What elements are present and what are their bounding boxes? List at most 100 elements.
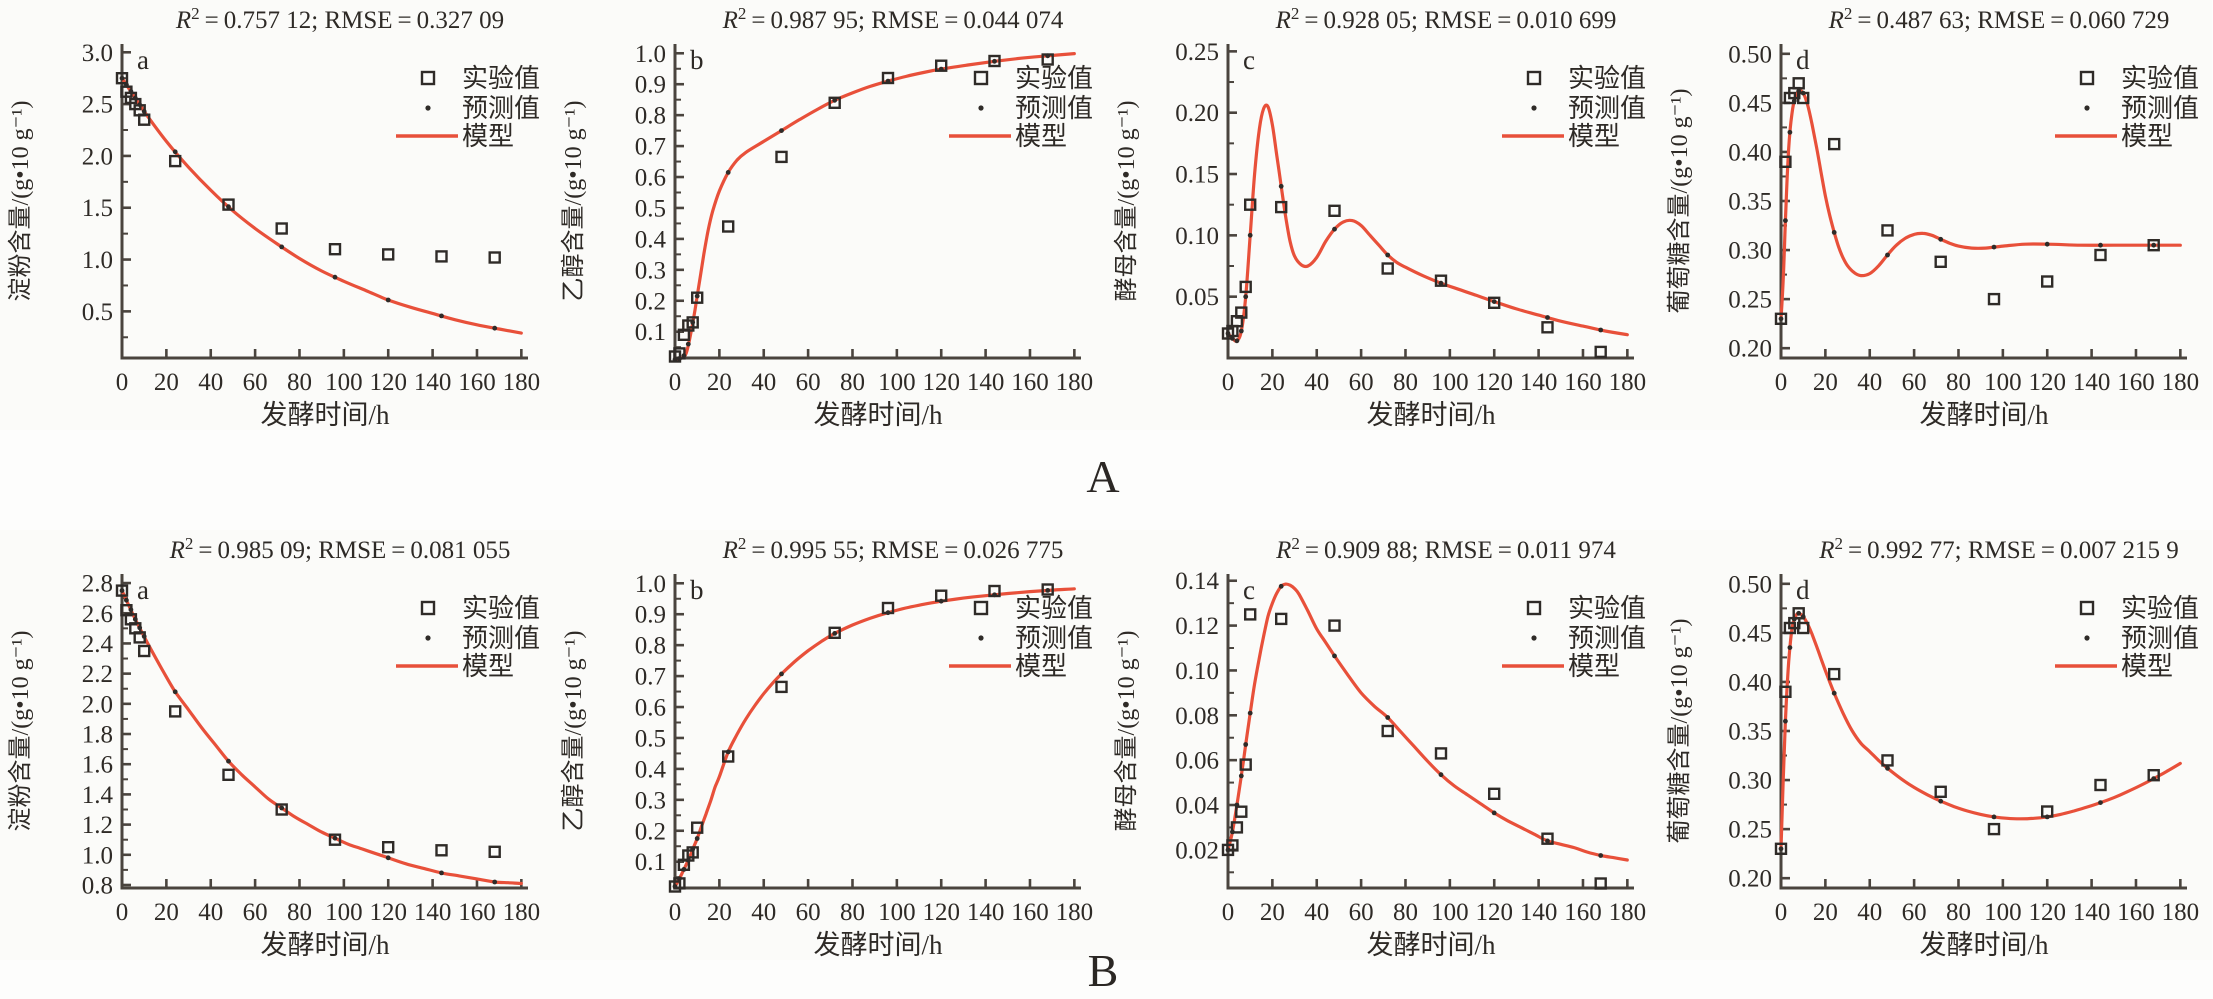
x-tick-label: 60 [243, 899, 268, 926]
y-tick-label: 0.35 [1728, 719, 1772, 746]
x-tick-label: 140 [414, 899, 452, 926]
experimental-point [275, 803, 288, 816]
x-tick-label: 100 [325, 369, 363, 396]
experimental-point [1774, 312, 1788, 325]
experimental-point [1987, 822, 2001, 836]
legend-model-label: 模型 [2121, 652, 2173, 681]
predicted-point [1247, 232, 1253, 238]
y-tick-label: 0.05 [1175, 284, 1219, 311]
x-tick-label: 80 [840, 899, 865, 926]
x-tick-label: 20 [154, 899, 179, 926]
y-axis-title: 酵母含量/(g•10 g⁻¹) [1113, 631, 1140, 832]
predicted-point [385, 855, 391, 861]
chart-B-a: 0.8 1.0 1.2 1.4 1.6 1.8 2.0 2.2 2.4 2.6 2.8 0 20 40 60… [0, 530, 553, 960]
row-label-B: B [1087, 945, 1119, 996]
y-tick-label: 0.20 [1175, 100, 1219, 127]
experimental-point [673, 877, 686, 890]
x-tick-label: 20 [154, 369, 179, 396]
y-tick-label: 0.45 [1728, 90, 1772, 117]
x-tick-label: 100 [325, 899, 363, 926]
experimental-point [2147, 768, 2160, 782]
panel-letter: c [1243, 575, 1255, 605]
predicted-point [1991, 814, 1997, 820]
x-tick-label: 160 [458, 899, 496, 926]
y-axis-title: 淀粉含量/(g•10 g⁻¹) [7, 631, 34, 832]
y-tick-label: 0.30 [1728, 768, 1772, 795]
y-tick-label: 1.6 [82, 752, 113, 779]
y-tick-label: 0.25 [1728, 817, 1772, 844]
predicted-point [1787, 129, 1793, 135]
experimental-point [1881, 224, 1894, 237]
predicted-point [1885, 252, 1890, 258]
chart-B-c: 0.02 0.04 0.06 0.08 0.10 0.12 0.14 0 20 40 60 80 100… [1106, 530, 1659, 960]
x-tick-label: 20 [1260, 899, 1285, 926]
experimental-point [275, 222, 288, 235]
experimental-point [488, 845, 501, 858]
legend-exp-square-icon [1526, 600, 1542, 616]
experimental-point [690, 291, 704, 304]
y-tick-label: 0.10 [1175, 658, 1219, 685]
predicted-point [172, 689, 178, 695]
x-tick-label: 0 [669, 369, 682, 396]
predicted-point [1278, 583, 1284, 589]
x-tick-label: 100 [1984, 369, 2022, 396]
legend-pred-dot-icon [425, 105, 431, 111]
x-tick-label: 0 [116, 899, 129, 926]
x-tick-label: 60 [1902, 899, 1927, 926]
x-tick-label: 160 [458, 369, 496, 396]
fit-statistics: R2 = 0.985 09; RMSE = 0.081 055 [169, 534, 511, 564]
x-tick-label: 100 [1984, 899, 2022, 926]
x-tick-label: 100 [1431, 369, 1469, 396]
fit-statistics: R2 = 0.928 05; RMSE = 0.010 699 [1275, 4, 1617, 34]
experimental-point [1774, 842, 1788, 855]
y-tick-label: 2.0 [82, 691, 113, 718]
y-tick-label: 0.14 [1175, 568, 1219, 595]
x-tick-label: 60 [796, 369, 821, 396]
legend-exp-square-icon [2079, 600, 2095, 616]
experimental-point [1792, 607, 1805, 620]
experimental-point [2147, 238, 2160, 252]
y-tick-label: 0.9 [635, 602, 666, 629]
y-axis-title: 乙醇含量/(g•10 g⁻¹) [560, 631, 587, 832]
experimental-point [1488, 296, 1501, 309]
experimental-point [775, 150, 788, 164]
legend-model-label: 模型 [1568, 652, 1620, 681]
predicted-point [779, 128, 784, 134]
x-tick-label: 60 [1902, 369, 1927, 396]
y-tick-label: 0.25 [1175, 39, 1219, 66]
legend-pred-dot-icon [1531, 105, 1537, 111]
experimental-point [2041, 275, 2054, 288]
legend-pred-label: 预测值 [1568, 624, 1646, 653]
experimental-point [2041, 805, 2054, 818]
x-tick-label: 140 [414, 369, 452, 396]
experimental-point [1434, 274, 1448, 287]
predicted-point [1491, 299, 1497, 304]
chart-B-b: 0.1 0.2 0.3 0.4 0.5 0.6 0.7 0.8 0.9 1.0 0 20 40 60 80 1… [553, 530, 1106, 960]
x-axis-title: 发酵时间/h [1366, 400, 1496, 430]
predicted-point [1783, 718, 1788, 724]
x-tick-label: 160 [1011, 369, 1048, 396]
legend-exp-square-icon [973, 600, 989, 616]
x-tick-label: 100 [878, 899, 916, 926]
experimental-point [435, 844, 448, 857]
legend-exp-label: 实验值 [462, 594, 540, 623]
legend-model-label: 模型 [2121, 122, 2173, 151]
predicted-point [832, 631, 838, 636]
y-tick-label: 0.40 [1728, 139, 1772, 166]
y-axis-title: 乙醇含量/(g•10 g⁻¹) [560, 101, 587, 302]
x-tick-label: 40 [751, 899, 776, 926]
experimental-point [1235, 805, 1248, 818]
experimental-point [382, 841, 395, 854]
experimental-point [328, 833, 342, 846]
predicted-point [725, 170, 731, 175]
y-tick-label: 0.5 [82, 299, 113, 326]
legend-model-label: 模型 [1015, 122, 1067, 151]
x-tick-label: 180 [503, 369, 541, 396]
model-curve [1226, 582, 1629, 862]
predicted-point [1831, 690, 1837, 696]
legend-exp-square-icon [2079, 70, 2095, 86]
legend-pred-dot-icon [978, 105, 984, 111]
x-tick-label: 80 [1946, 369, 1971, 396]
predicted-point [1385, 715, 1391, 720]
experimental-point [1381, 262, 1394, 275]
